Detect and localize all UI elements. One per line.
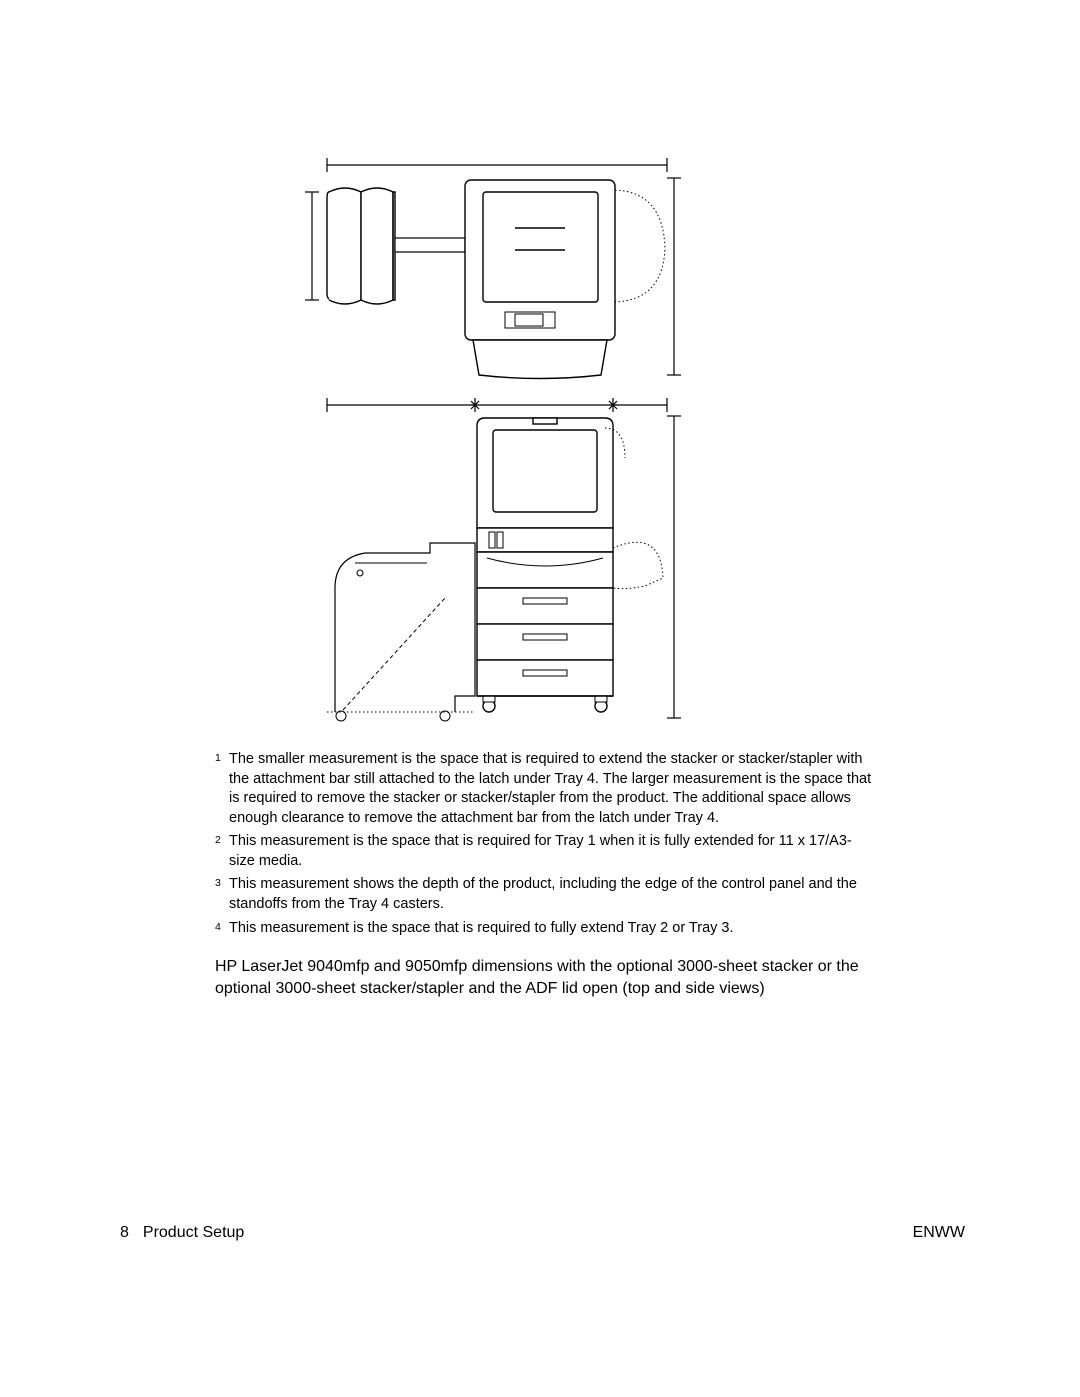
figure-caption: HP LaserJet 9040mfp and 9050mfp dimensio… [215, 956, 875, 1001]
footer-right: ENWW [913, 1224, 965, 1242]
footnote-text: This measurement is the space that is re… [229, 919, 875, 939]
footnote-text: This measurement is the space that is re… [229, 832, 875, 871]
section-title: Product Setup [143, 1224, 244, 1241]
side-view [327, 398, 681, 721]
footnote-number: 2 [215, 832, 229, 871]
printer-dimensions-diagram [305, 150, 685, 730]
footnote-text: The smaller measurement is the space tha… [229, 750, 875, 828]
footnote-number: 4 [215, 919, 229, 939]
footnote-2: 2 This measurement is the space that is … [215, 832, 875, 871]
page-footer: 8 Product Setup ENWW [120, 1224, 965, 1242]
page-number: 8 [120, 1224, 129, 1241]
footnote-number: 3 [215, 875, 229, 914]
top-view [305, 158, 681, 379]
footnote-3: 3 This measurement shows the depth of th… [215, 875, 875, 914]
footnote-text: This measurement shows the depth of the … [229, 875, 875, 914]
diagram-svg [305, 150, 685, 730]
footnote-number: 1 [215, 750, 229, 828]
footnote-4: 4 This measurement is the space that is … [215, 919, 875, 939]
footer-left: 8 Product Setup [120, 1224, 244, 1242]
footnotes: 1 The smaller measurement is the space t… [215, 750, 875, 938]
footnote-1: 1 The smaller measurement is the space t… [215, 750, 875, 828]
page-content: 1 The smaller measurement is the space t… [215, 150, 875, 1001]
